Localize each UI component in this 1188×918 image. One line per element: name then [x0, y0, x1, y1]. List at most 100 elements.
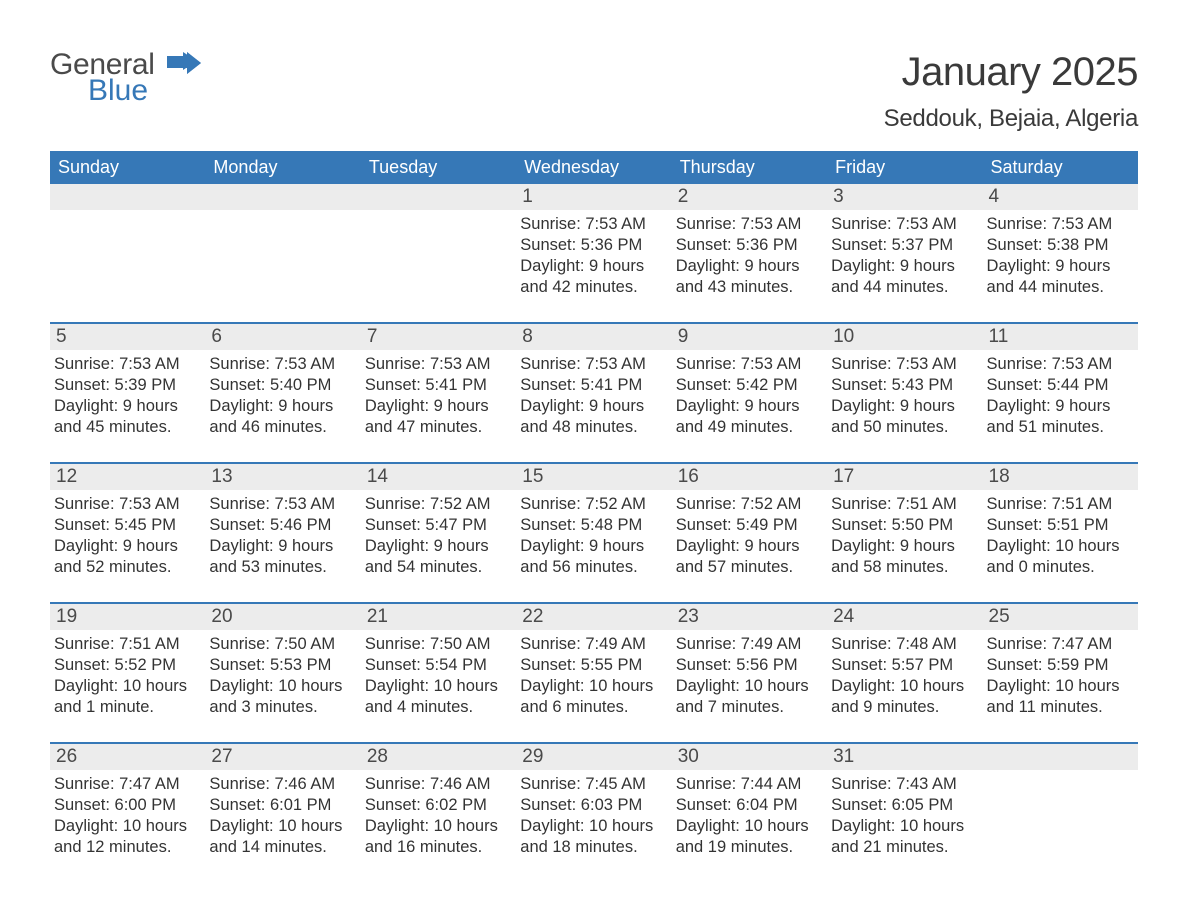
day-number: 24 [827, 604, 982, 630]
sunset-line: Sunset: 5:44 PM [987, 375, 1134, 396]
sunset-line: Sunset: 5:47 PM [365, 515, 512, 536]
day-cell: 31Sunrise: 7:43 AMSunset: 6:05 PMDayligh… [827, 744, 982, 882]
sunset-line: Sunset: 5:38 PM [987, 235, 1134, 256]
day-number: 17 [827, 464, 982, 490]
sunset-line: Sunset: 5:52 PM [54, 655, 201, 676]
day-cell: 14Sunrise: 7:52 AMSunset: 5:47 PMDayligh… [361, 464, 516, 602]
day-number: 27 [205, 744, 360, 770]
day-body: Sunrise: 7:53 AMSunset: 5:41 PMDaylight:… [361, 350, 516, 448]
daylight-line: Daylight: 10 hours and 12 minutes. [54, 816, 201, 858]
day-cell: 6Sunrise: 7:53 AMSunset: 5:40 PMDaylight… [205, 324, 360, 462]
day-body: Sunrise: 7:46 AMSunset: 6:01 PMDaylight:… [205, 770, 360, 868]
day-cell-empty [983, 744, 1138, 882]
daylight-line: Daylight: 9 hours and 54 minutes. [365, 536, 512, 578]
day-cell: 13Sunrise: 7:53 AMSunset: 5:46 PMDayligh… [205, 464, 360, 602]
day-number: 8 [516, 324, 671, 350]
day-number: 25 [983, 604, 1138, 630]
daylight-line: Daylight: 9 hours and 42 minutes. [520, 256, 667, 298]
daylight-line: Daylight: 9 hours and 56 minutes. [520, 536, 667, 578]
day-number: 22 [516, 604, 671, 630]
day-number: 14 [361, 464, 516, 490]
day-cell: 1Sunrise: 7:53 AMSunset: 5:36 PMDaylight… [516, 184, 671, 322]
sunset-line: Sunset: 5:36 PM [676, 235, 823, 256]
day-number: 15 [516, 464, 671, 490]
day-cell: 2Sunrise: 7:53 AMSunset: 5:36 PMDaylight… [672, 184, 827, 322]
sunset-line: Sunset: 6:02 PM [365, 795, 512, 816]
daylight-line: Daylight: 9 hours and 46 minutes. [209, 396, 356, 438]
daylight-line: Daylight: 10 hours and 14 minutes. [209, 816, 356, 858]
sunset-line: Sunset: 6:04 PM [676, 795, 823, 816]
sunset-line: Sunset: 5:56 PM [676, 655, 823, 676]
daylight-line: Daylight: 10 hours and 18 minutes. [520, 816, 667, 858]
sunrise-line: Sunrise: 7:47 AM [987, 634, 1134, 655]
daylight-line: Daylight: 10 hours and 11 minutes. [987, 676, 1134, 718]
day-number: 2 [672, 184, 827, 210]
day-body: Sunrise: 7:53 AMSunset: 5:37 PMDaylight:… [827, 210, 982, 308]
daylight-line: Daylight: 10 hours and 4 minutes. [365, 676, 512, 718]
day-body: Sunrise: 7:45 AMSunset: 6:03 PMDaylight:… [516, 770, 671, 868]
week-row: 1Sunrise: 7:53 AMSunset: 5:36 PMDaylight… [50, 184, 1138, 322]
day-cell: 3Sunrise: 7:53 AMSunset: 5:37 PMDaylight… [827, 184, 982, 322]
day-number [50, 184, 205, 210]
day-cell: 18Sunrise: 7:51 AMSunset: 5:51 PMDayligh… [983, 464, 1138, 602]
sunrise-line: Sunrise: 7:44 AM [676, 774, 823, 795]
daylight-line: Daylight: 10 hours and 6 minutes. [520, 676, 667, 718]
day-number: 28 [361, 744, 516, 770]
dayofweek-header-row: SundayMondayTuesdayWednesdayThursdayFrid… [50, 151, 1138, 184]
sunset-line: Sunset: 5:41 PM [365, 375, 512, 396]
day-number: 30 [672, 744, 827, 770]
day-cell: 29Sunrise: 7:45 AMSunset: 6:03 PMDayligh… [516, 744, 671, 882]
day-body: Sunrise: 7:53 AMSunset: 5:42 PMDaylight:… [672, 350, 827, 448]
day-number: 6 [205, 324, 360, 350]
daylight-line: Daylight: 9 hours and 52 minutes. [54, 536, 201, 578]
weeks-container: 1Sunrise: 7:53 AMSunset: 5:36 PMDaylight… [50, 184, 1138, 882]
sunset-line: Sunset: 5:55 PM [520, 655, 667, 676]
sunrise-line: Sunrise: 7:53 AM [987, 214, 1134, 235]
sunset-line: Sunset: 5:57 PM [831, 655, 978, 676]
day-body: Sunrise: 7:53 AMSunset: 5:46 PMDaylight:… [205, 490, 360, 588]
dow-tuesday: Tuesday [361, 151, 516, 184]
daylight-line: Daylight: 9 hours and 50 minutes. [831, 396, 978, 438]
sunrise-line: Sunrise: 7:50 AM [365, 634, 512, 655]
day-cell: 27Sunrise: 7:46 AMSunset: 6:01 PMDayligh… [205, 744, 360, 882]
day-cell: 26Sunrise: 7:47 AMSunset: 6:00 PMDayligh… [50, 744, 205, 882]
day-number: 23 [672, 604, 827, 630]
sunrise-line: Sunrise: 7:53 AM [54, 354, 201, 375]
sunset-line: Sunset: 6:00 PM [54, 795, 201, 816]
sunrise-line: Sunrise: 7:53 AM [987, 354, 1134, 375]
day-body: Sunrise: 7:52 AMSunset: 5:47 PMDaylight:… [361, 490, 516, 588]
day-cell: 12Sunrise: 7:53 AMSunset: 5:45 PMDayligh… [50, 464, 205, 602]
day-number: 4 [983, 184, 1138, 210]
sunset-line: Sunset: 5:50 PM [831, 515, 978, 536]
daylight-line: Daylight: 9 hours and 53 minutes. [209, 536, 356, 578]
week-row: 26Sunrise: 7:47 AMSunset: 6:00 PMDayligh… [50, 742, 1138, 882]
day-cell-empty [205, 184, 360, 322]
day-number: 21 [361, 604, 516, 630]
sunset-line: Sunset: 6:03 PM [520, 795, 667, 816]
sunset-line: Sunset: 5:48 PM [520, 515, 667, 536]
day-cell: 16Sunrise: 7:52 AMSunset: 5:49 PMDayligh… [672, 464, 827, 602]
sunrise-line: Sunrise: 7:51 AM [54, 634, 201, 655]
day-number: 26 [50, 744, 205, 770]
sunset-line: Sunset: 5:45 PM [54, 515, 201, 536]
calendar: SundayMondayTuesdayWednesdayThursdayFrid… [50, 151, 1138, 882]
title-month: January 2025 [884, 50, 1138, 95]
day-body: Sunrise: 7:51 AMSunset: 5:52 PMDaylight:… [50, 630, 205, 728]
day-body: Sunrise: 7:53 AMSunset: 5:36 PMDaylight:… [672, 210, 827, 308]
day-body: Sunrise: 7:46 AMSunset: 6:02 PMDaylight:… [361, 770, 516, 868]
day-number [983, 744, 1138, 770]
sunrise-line: Sunrise: 7:53 AM [831, 214, 978, 235]
dow-saturday: Saturday [983, 151, 1138, 184]
daylight-line: Daylight: 9 hours and 58 minutes. [831, 536, 978, 578]
sunset-line: Sunset: 5:37 PM [831, 235, 978, 256]
daylight-line: Daylight: 9 hours and 51 minutes. [987, 396, 1134, 438]
day-body: Sunrise: 7:49 AMSunset: 5:55 PMDaylight:… [516, 630, 671, 728]
day-cell: 24Sunrise: 7:48 AMSunset: 5:57 PMDayligh… [827, 604, 982, 742]
day-number: 9 [672, 324, 827, 350]
logo: General Blue [50, 50, 201, 106]
day-cell: 25Sunrise: 7:47 AMSunset: 5:59 PMDayligh… [983, 604, 1138, 742]
day-body: Sunrise: 7:43 AMSunset: 6:05 PMDaylight:… [827, 770, 982, 868]
daylight-line: Daylight: 10 hours and 16 minutes. [365, 816, 512, 858]
day-body: Sunrise: 7:53 AMSunset: 5:36 PMDaylight:… [516, 210, 671, 308]
day-number: 18 [983, 464, 1138, 490]
